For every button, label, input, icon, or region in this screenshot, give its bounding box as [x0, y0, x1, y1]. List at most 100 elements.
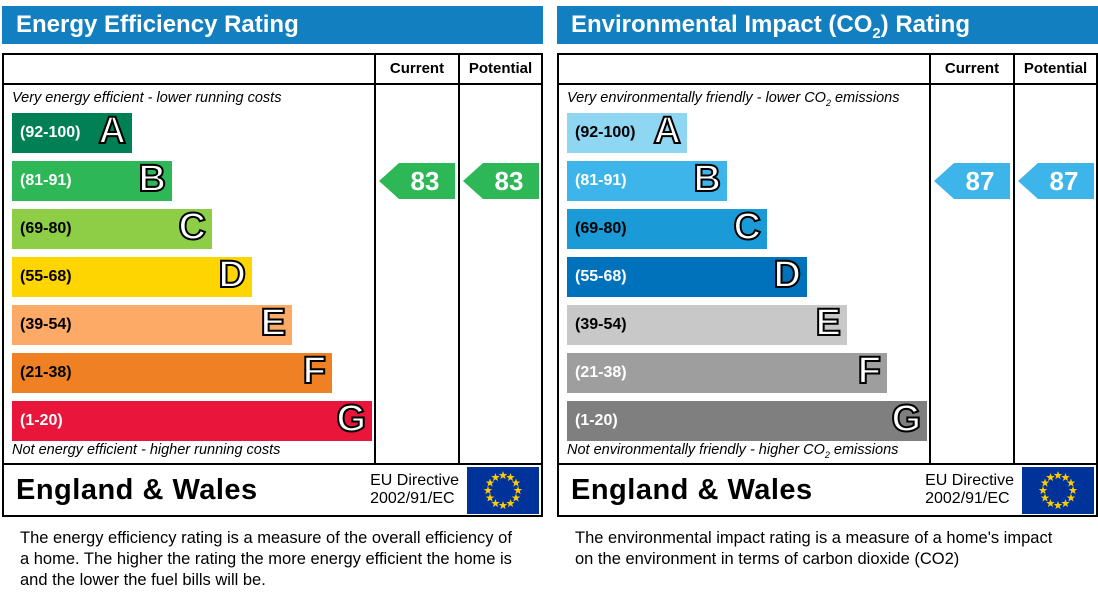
energy-efficiency-description: The energy efficiency rating is a measur…: [20, 529, 512, 589]
bottom-note-text: Not environmentally friendly - higher CO: [567, 442, 825, 458]
band-letter: C: [178, 205, 207, 249]
eu-directive-line2: 2002/91/EC: [925, 490, 1010, 507]
eu-flag-icon: [467, 466, 539, 514]
band-letter: E: [815, 301, 842, 345]
epc-charts-container: Energy Efficiency Rating Current Potenti…: [2, 6, 1098, 591]
eu-directive-label: EU Directive 2002/91/EC: [370, 472, 459, 508]
rating-band-d: (55-68) D: [567, 253, 807, 297]
band-range-label: (69-80): [575, 220, 627, 237]
table-footer: England & Wales EU Directive 2002/91/EC: [4, 463, 541, 515]
environmental-impact-description: The environmental impact rating is a mea…: [575, 529, 1053, 568]
rating-band-e: (39-54) E: [12, 301, 292, 345]
current-value-column: 87: [929, 85, 1013, 463]
band-list: (92-100) A (81-91) B (69-80) C (55-68) D (39-54)…: [12, 109, 374, 441]
table-header-row: Current Potential: [559, 55, 1096, 85]
header-blank-cell: [559, 55, 929, 83]
eu-directive-line2: 2002/91/EC: [370, 490, 455, 507]
top-note: Very energy efficient - lower running co…: [12, 87, 374, 109]
header-blank-cell: [4, 55, 374, 83]
rating-band-d: (55-68) D: [12, 253, 252, 297]
current-column-header: Current: [374, 55, 458, 83]
band-letter: B: [693, 157, 722, 201]
current-rating-arrow: 87: [934, 163, 1010, 199]
band-range-label: (55-68): [20, 268, 72, 285]
potential-value-column: 83: [458, 85, 541, 463]
rating-band-f: (21-38) F: [12, 349, 332, 393]
svg-text:87: 87: [1050, 166, 1079, 196]
region-label: England & Wales: [571, 473, 813, 506]
panel-environmental-impact: Environmental Impact (CO2) Rating Curren…: [557, 6, 1098, 591]
band-list: (92-100) A (81-91) B (69-80) C (55-68) D (39-54)…: [567, 109, 929, 441]
title-text: Environmental Impact (CO: [571, 11, 873, 38]
band-range-label: (39-54): [20, 316, 72, 333]
svg-text:87: 87: [966, 166, 995, 196]
top-note-text-end: emissions: [830, 90, 900, 106]
bottom-note-text: Not energy efficient - higher running co…: [12, 442, 281, 458]
band-letter: D: [218, 253, 247, 297]
top-note-text: Very energy efficient - lower running co…: [12, 90, 282, 106]
rating-table: Current Potential Very environmentally f…: [557, 53, 1098, 517]
band-letter: C: [733, 205, 762, 249]
band-range-label: (1-20): [20, 412, 63, 429]
rating-band-f: (21-38) F: [567, 349, 887, 393]
potential-column-header: Potential: [458, 55, 541, 83]
band-range-label: (92-100): [575, 124, 636, 141]
rating-band-g: (1-20) G: [567, 397, 927, 441]
band-letter: A: [98, 109, 127, 153]
band-range-label: (21-38): [20, 364, 72, 381]
table-header-row: Current Potential: [4, 55, 541, 85]
band-range-label: (55-68): [575, 268, 627, 285]
bottom-note: Not environmentally friendly - higher CO…: [567, 439, 898, 461]
rating-band-g: (1-20) G: [12, 397, 372, 441]
band-letter: F: [857, 349, 882, 393]
svg-text:83: 83: [411, 166, 440, 196]
table-footer: England & Wales EU Directive 2002/91/EC: [559, 463, 1096, 515]
bands-column: Very energy efficient - lower running co…: [4, 85, 374, 463]
title-subscript: 2: [872, 25, 881, 42]
table-body: Very energy efficient - lower running co…: [4, 85, 541, 463]
eu-flag-icon: [1022, 466, 1094, 514]
region-label: England & Wales: [16, 473, 258, 506]
current-column-header: Current: [929, 55, 1013, 83]
band-range-label: (81-91): [575, 172, 627, 189]
environmental-impact-title: Environmental Impact (CO2) Rating: [557, 6, 1098, 44]
band-range-label: (92-100): [20, 124, 81, 141]
title-text-end: ) Rating: [880, 11, 970, 38]
band-letter: D: [773, 253, 802, 297]
band-letter: G: [335, 397, 367, 441]
current-value-column: 83: [374, 85, 458, 463]
bottom-note-text-end: emissions: [829, 442, 899, 458]
band-letter: B: [138, 157, 167, 201]
rating-band-a: (92-100) A: [12, 109, 132, 153]
band-range-label: (81-91): [20, 172, 72, 189]
table-body: Very environmentally friendly - lower CO…: [559, 85, 1096, 463]
rating-band-c: (69-80) C: [12, 205, 212, 249]
band-letter: F: [302, 349, 327, 393]
band-range-label: (1-20): [575, 412, 618, 429]
top-note-subscript: 2: [825, 97, 831, 108]
band-range-label: (69-80): [20, 220, 72, 237]
title-text: Energy Efficiency Rating: [16, 11, 299, 38]
svg-text:83: 83: [495, 166, 524, 196]
panel-energy-efficiency: Energy Efficiency Rating Current Potenti…: [2, 6, 543, 591]
rating-band-c: (69-80) C: [567, 205, 767, 249]
potential-rating-arrow: 87: [1018, 163, 1094, 199]
band-letter: A: [653, 109, 682, 153]
potential-column-header: Potential: [1013, 55, 1096, 83]
current-rating-arrow: 83: [379, 163, 455, 199]
rating-band-e: (39-54) E: [567, 301, 847, 345]
rating-band-a: (92-100) A: [567, 109, 687, 153]
eu-directive-label: EU Directive 2002/91/EC: [925, 472, 1014, 508]
top-note: Very environmentally friendly - lower CO…: [567, 87, 929, 109]
rating-table: Current Potential Very energy efficient …: [2, 53, 543, 517]
band-letter: E: [260, 301, 287, 345]
eu-directive-line1: EU Directive: [370, 472, 459, 490]
potential-value-column: 87: [1013, 85, 1096, 463]
eu-directive-line1: EU Directive: [925, 472, 1014, 490]
rating-band-b: (81-91) B: [12, 157, 172, 201]
band-range-label: (39-54): [575, 316, 627, 333]
potential-rating-arrow: 83: [463, 163, 539, 199]
energy-efficiency-title: Energy Efficiency Rating: [2, 6, 543, 44]
band-letter: G: [890, 397, 922, 441]
bands-column: Very environmentally friendly - lower CO…: [559, 85, 929, 463]
